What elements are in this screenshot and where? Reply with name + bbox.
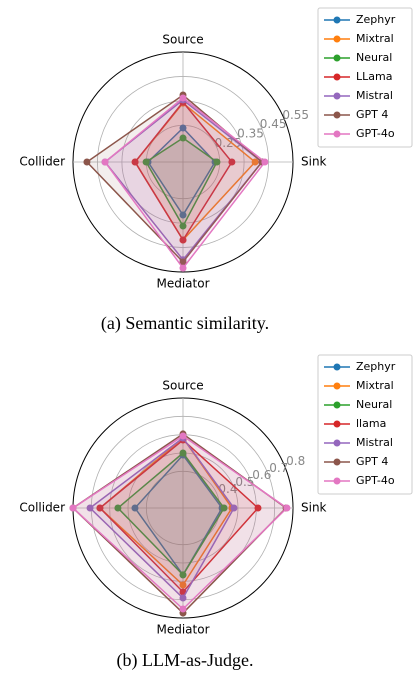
legend-label: GPT-4o [356,127,395,140]
caption: (a) Semantic similarity. [101,313,269,334]
legend-marker [333,35,341,43]
legend-label: Mistral [356,89,393,102]
legend-marker [333,401,341,409]
series-area [86,95,262,262]
series-marker [251,158,259,166]
series-marker [230,504,238,512]
series-marker [101,158,109,166]
legend-marker [333,92,341,100]
legend-label: Zephyr [356,13,396,26]
axis-label: Source [162,33,203,47]
series-marker [213,158,221,166]
series-area [105,97,265,269]
axis-label: Mediator [156,623,209,637]
radar-chart: SourceSinkMediatorCollider0.250.350.450.… [19,7,413,334]
series-marker [179,258,187,266]
legend-label: Neural [356,398,392,411]
legend-label: GPT-4o [356,474,395,487]
legend-label: Zephyr [356,360,396,373]
axis-label: Mediator [156,277,209,291]
series-marker [179,124,187,132]
r-tick-label: 0.45 [260,117,287,131]
legend-marker [333,477,341,485]
legend-label: LLama [356,70,392,83]
axis-label: Collider [19,501,65,515]
series-marker [179,432,187,440]
r-tick-label: 0.7 [269,461,288,475]
series-marker [131,158,139,166]
axis-label: Sink [301,501,327,515]
legend-box [317,354,413,495]
r-tick-label: 0.55 [282,108,309,122]
series-marker [83,158,91,166]
legend-label: GPT 4 [356,108,388,121]
axis-label: Sink [301,155,327,169]
series-marker [179,264,187,272]
r-tick-label: 0.5 [235,475,254,489]
axis-label: Collider [19,155,65,169]
legend-marker [333,73,341,81]
series-marker [179,449,187,457]
series-area [135,103,256,240]
series-area [73,433,287,614]
series-marker [96,504,104,512]
legend-label: GPT 4 [356,455,388,468]
series-marker [179,134,187,142]
series-area [135,102,232,240]
series-marker [179,605,187,613]
series-marker [254,504,262,512]
legend-marker [333,16,341,24]
legend-label: Neural [356,51,392,64]
legend-marker [333,420,341,428]
axis-label: Source [162,379,203,393]
series-area [73,435,287,610]
series-marker [179,594,187,602]
r-tick-label: 0.35 [237,127,264,141]
series-marker [142,158,150,166]
legend-marker [333,130,341,138]
series-marker [179,211,187,219]
legend-label: Mistral [356,436,393,449]
series-area [99,439,258,592]
legend-label: llama [356,417,386,430]
legend-label: Mixtral [356,32,394,45]
series-marker [86,504,94,512]
series-marker [131,504,139,512]
legend-marker [333,382,341,390]
legend-marker [333,54,341,62]
r-tick-label: 0.8 [286,454,305,468]
series-area [105,99,262,260]
series-area [117,453,225,575]
series-marker [283,504,291,512]
series-marker [179,236,187,244]
legend: Zephyr Mixtral Neural LLama Mistral GPT 4 GPT-… [317,7,413,148]
series-marker [114,504,122,512]
series-marker [261,158,269,166]
legend-marker [333,111,341,119]
legend-marker [333,458,341,466]
series-area [90,437,234,599]
series-marker [228,158,236,166]
legend-marker [333,439,341,447]
series-marker [179,581,187,589]
r-tick-label: 0.6 [252,468,271,482]
series-area [146,138,217,227]
series-marker [220,504,228,512]
legend-marker [333,363,341,371]
series-marker [179,571,187,579]
radar-chart: SourceSinkMediatorCollider0.40.50.60.70.… [19,354,413,671]
caption: (b) LLM-as-Judge. [117,650,254,671]
series-marker [179,94,187,102]
series-marker [179,222,187,230]
legend-box [317,7,413,148]
legend-label: Mixtral [356,379,394,392]
legend: Zephyr Mixtral Neural llama Mistral GPT 4 GPT-… [317,354,413,495]
series-marker [69,504,77,512]
